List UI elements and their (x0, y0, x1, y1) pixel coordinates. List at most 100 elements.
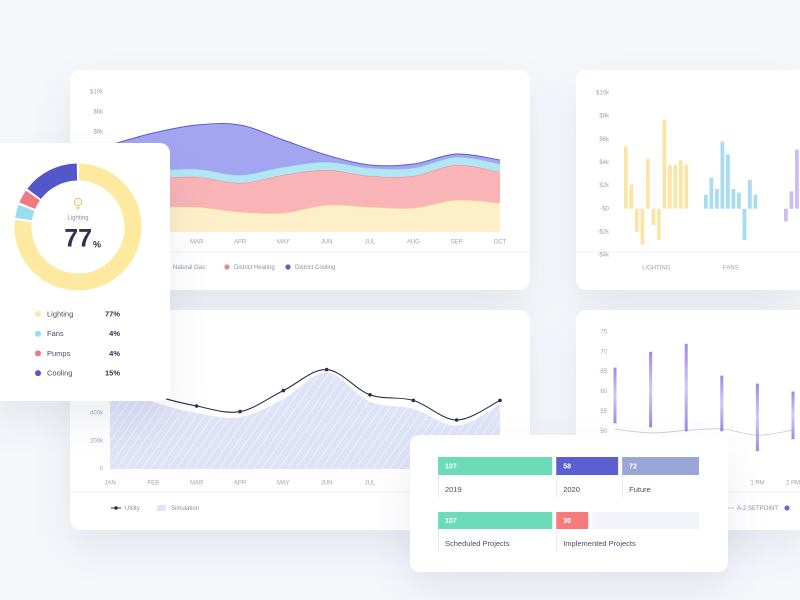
setpoint-line (614, 428, 794, 436)
project-label: 2020 (563, 485, 580, 494)
bar (720, 141, 725, 209)
x-tick-label: JUL (365, 240, 376, 246)
legend-swatch (35, 311, 41, 317)
project-label: 2019 (445, 485, 462, 494)
x-tick-label: APR (234, 481, 247, 487)
bar (709, 177, 714, 209)
y-tick-label: 75 (600, 329, 607, 335)
bar (640, 208, 645, 245)
legend-label: Lighting (47, 309, 73, 318)
legend-label: Cooling (47, 369, 72, 378)
y-tick-label: -$0 (600, 206, 609, 212)
y-tick-label: $8k (599, 114, 610, 120)
bar (657, 208, 661, 240)
projects: 107 2019 58 2020 72 Future 107 Scheduled Projec… (438, 457, 699, 552)
utility-point (194, 404, 199, 408)
utility-point (368, 393, 372, 397)
donut-chart: Lighting 77 % Lighting 77% Fans 4% Pumps 4% Co… (14, 163, 142, 378)
y-tick-label: 200k (90, 439, 104, 445)
legend-label: Utility (125, 506, 140, 512)
bar (662, 119, 667, 209)
donut-card: Lighting 77 % Lighting 77% Fans 4% Pumps 4% Co… (0, 143, 170, 401)
legend-swatch-dot (114, 506, 118, 510)
donut-segment (15, 204, 35, 221)
bar (704, 194, 708, 209)
range-fade (791, 391, 795, 440)
bar (737, 192, 741, 209)
project-bar (438, 512, 553, 529)
bar (651, 208, 656, 225)
x-tick-label: 1 PM (750, 481, 764, 487)
bar (789, 191, 794, 209)
bar (635, 208, 639, 232)
bar (673, 164, 678, 209)
area-chart: $6k $8k $10k MAR APR MAY JUN JUL AUG SEP OCT Natura… (70, 90, 530, 271)
range-fade (649, 351, 653, 428)
project-bar (556, 512, 589, 529)
legend-value: 15% (105, 369, 120, 378)
y-tick-label: 400k (90, 411, 104, 417)
area (110, 123, 500, 176)
project-label: Implemented Projects (563, 539, 636, 548)
bar (624, 146, 628, 209)
project-value: 107 (445, 463, 457, 470)
line-chart: 0 200k 400k JAN FEB MAR APR MAY JUN JUL Utility Sim… (70, 367, 530, 512)
range-chart: 50 55 60 65 70 75 1 PM 2 PM A-2 SETPOINT (576, 329, 800, 512)
donut-segment (27, 163, 78, 200)
project-remaining (592, 512, 699, 529)
bar (668, 164, 672, 209)
bar (679, 160, 683, 209)
y-tick-label: $10k (90, 90, 104, 96)
y-tick-label: 0 (100, 467, 104, 473)
legend-swatch (35, 330, 41, 337)
bar (795, 149, 799, 209)
range-fade (755, 383, 759, 452)
utility-line (109, 369, 501, 421)
x-tick-label: MAR (190, 240, 204, 246)
bar-chart: -$4k -$2k -$0 $2k $4k $6k $8k $10k LIGHTING FANS (576, 91, 800, 272)
legend-value: 4% (109, 329, 120, 338)
range-fade (684, 343, 688, 432)
simulation-hatch (110, 372, 500, 469)
legend-label: Fans (47, 329, 64, 338)
bar (726, 154, 730, 209)
group-label: LIGHTING (642, 266, 671, 272)
y-tick-label: -$4k (597, 253, 610, 259)
legend-label: Simulation (171, 506, 199, 512)
utility-point (411, 398, 416, 403)
y-tick-label: $8k (93, 110, 104, 116)
x-tick-label: AUG (407, 240, 420, 246)
utility-point (324, 367, 329, 372)
y-tick-label: -$2k (597, 229, 610, 235)
legend-value: 77% (105, 309, 120, 318)
y-tick-label: $6k (599, 137, 610, 143)
y-tick-label: 65 (600, 369, 607, 375)
legend-label: Natural Gas (173, 265, 205, 271)
legend-swatch (224, 264, 230, 270)
project-bar (438, 457, 553, 475)
project-value: 107 (445, 518, 457, 525)
bar (753, 194, 758, 209)
bar (629, 184, 634, 209)
bar (784, 208, 788, 222)
utility-point (454, 418, 459, 422)
center-value: 77 (64, 225, 92, 253)
x-tick-label: MAY (277, 240, 290, 246)
legend-swatch-hatch (157, 505, 166, 511)
legend-swatch (285, 264, 291, 270)
legend-value: 4% (109, 349, 120, 358)
y-tick-label: $6k (93, 130, 104, 136)
y-tick-label: 70 (600, 349, 607, 355)
legend-swatch (35, 350, 41, 357)
x-tick-label: APR (234, 240, 247, 246)
range-fade (613, 367, 617, 424)
utility-point (498, 398, 502, 403)
group-label: FANS (723, 266, 739, 272)
area-edge (109, 123, 501, 167)
bar (684, 164, 689, 209)
legend-label: A-2 SETPOINT (737, 506, 778, 512)
bar (748, 179, 752, 209)
project-bar (556, 457, 619, 475)
bar (715, 189, 719, 209)
y-tick-label: $4k (599, 160, 610, 166)
